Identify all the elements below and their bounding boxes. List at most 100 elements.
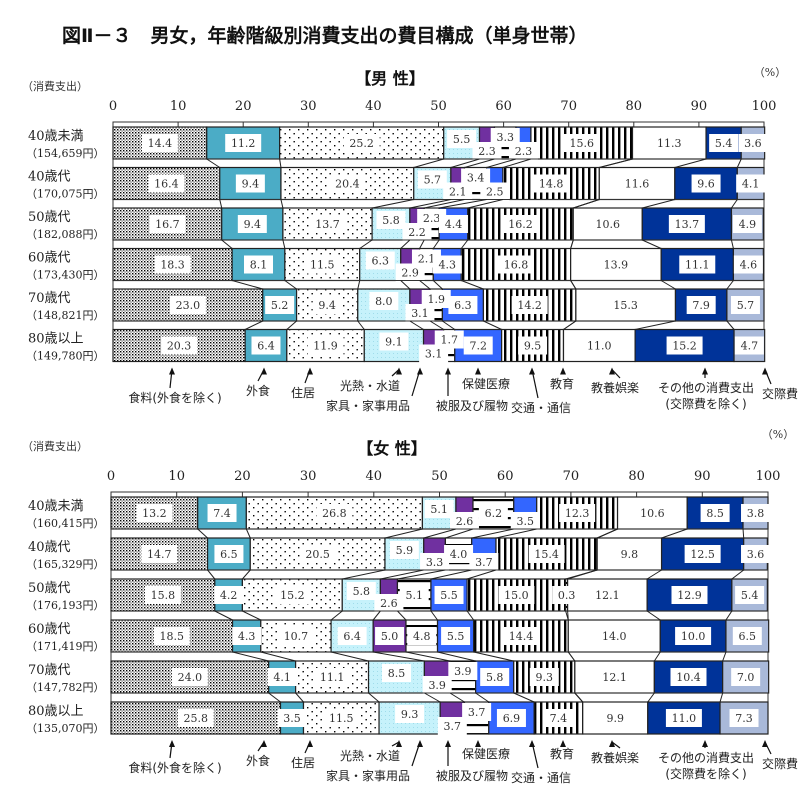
value-label: 3.9 <box>454 665 472 678</box>
value-label-bg <box>607 296 644 314</box>
value-label-bg <box>148 174 185 193</box>
value-label-bg <box>665 709 702 727</box>
value-label-bg <box>375 627 405 645</box>
value-label-bg <box>417 209 447 227</box>
value-label-bg <box>141 545 178 563</box>
value-label-bg <box>329 174 366 193</box>
value-label: 9.4 <box>244 218 262 231</box>
female-panel: 【女 性】 （%） （消費支出） 0 10 20 30 40 50 60 70 80 90 100 13.2… <box>22 428 798 785</box>
value-label: 5.7 <box>737 299 755 312</box>
connector-line <box>279 158 282 168</box>
row-total: （176,193円） <box>26 599 105 612</box>
value-label: 5.2 <box>271 299 289 312</box>
value-label-bg <box>666 336 703 355</box>
x-tick-label: 20 <box>235 99 252 114</box>
connector-line <box>413 158 444 168</box>
value-label: 7.2 <box>469 340 487 353</box>
connector-line <box>570 280 577 290</box>
value-label: 2.2 <box>408 226 426 239</box>
value-label: 13.7 <box>315 218 340 231</box>
value-label-bg <box>651 134 688 152</box>
connector-line <box>357 280 361 290</box>
arrow-head-icon <box>762 740 768 747</box>
arrow-head-icon <box>307 367 313 375</box>
connector-line <box>207 569 216 580</box>
value-label-bg <box>480 182 510 201</box>
value-label: 10.0 <box>681 630 706 643</box>
value-label-bg <box>619 174 656 193</box>
value-label-bg <box>518 336 548 355</box>
value-label-bg <box>267 668 297 686</box>
value-label-bg <box>502 627 539 645</box>
value-label: 2.3 <box>423 212 441 225</box>
value-label-bg <box>735 586 765 604</box>
value-label: 7.3 <box>735 712 753 725</box>
value-label: 4.4 <box>445 218 463 231</box>
arrow-line <box>391 741 400 747</box>
legend-label: 食料(外食を除く) <box>128 760 221 775</box>
value-label: 11.9 <box>313 340 338 353</box>
value-label-bg <box>732 215 762 233</box>
arrow-head-icon <box>529 367 535 375</box>
value-label: 5.7 <box>424 174 442 187</box>
connector-line <box>742 528 745 539</box>
connector-line <box>449 692 465 703</box>
value-label: 3.6 <box>747 548 765 561</box>
value-label-bg <box>136 504 173 522</box>
value-label: 9.9 <box>606 712 624 725</box>
connector-line <box>674 158 707 168</box>
bar-row: 14.4 11.2 25.2 5.5 2.33.32.3 15.6 11.3 5.4 3.6 <box>112 126 768 160</box>
value-label: 10.6 <box>596 218 621 231</box>
connector-line <box>460 239 469 249</box>
connector-line <box>244 320 263 330</box>
connector-line <box>450 158 480 168</box>
value-label-bg <box>402 223 432 241</box>
value-label-bg <box>589 586 626 604</box>
value-label: 16.7 <box>155 218 180 231</box>
value-label-bg <box>424 500 454 518</box>
connector-line <box>642 239 662 249</box>
connector-line <box>397 610 407 621</box>
value-label-bg <box>417 170 447 189</box>
value-label: 5.5 <box>453 133 471 146</box>
bar-row: 15.8 4.2 15.2 5.8 2.6 5.1 5.5 15.0 0.3 12.1 12.9 5.… <box>110 578 768 612</box>
bar-row: 16.7 9.4 13.7 5.8 2.22.3 4.4 16.2 10.6 13.7 4.9 <box>112 207 764 241</box>
value-label: 13.7 <box>675 218 700 231</box>
value-label: 7.9 <box>692 299 710 312</box>
value-label-bg <box>438 215 468 233</box>
connector-line <box>599 158 633 168</box>
value-label-bg <box>511 296 548 314</box>
value-label-bg <box>552 586 582 604</box>
value-label-bg <box>529 668 559 686</box>
value-label-bg <box>581 336 618 355</box>
connector-line <box>475 692 490 703</box>
value-label: 4.3 <box>238 630 256 643</box>
bar-row: 20.3 6.4 11.9 9.1 3.11.7 7.2 9.5 11.0 15.2 4.7 <box>112 328 766 363</box>
male-panel: 【男 性】 （%） （消費支出） 0 10 20 30 40 50 60 70 80 90 100 14.4… <box>22 66 798 415</box>
value-label: 13.9 <box>604 259 629 272</box>
connector-line <box>423 528 457 539</box>
value-label: 11.5 <box>310 259 335 272</box>
connector-line <box>736 158 742 168</box>
value-label: 2.1 <box>418 253 436 266</box>
value-label-bg <box>153 627 190 645</box>
value-label: 12.5 <box>690 548 715 561</box>
unit-label: （%） <box>762 428 794 441</box>
connector-line <box>486 158 517 168</box>
value-label: 11.1 <box>320 671 345 684</box>
connector-line <box>471 528 514 539</box>
arrow-head-icon <box>396 740 402 747</box>
value-label-bg <box>434 330 464 349</box>
value-label-bg <box>589 215 626 233</box>
figure-title: 図Ⅱ－３ 男女，年齢階級別消費支出の費目構成（単身世帯） <box>62 24 588 47</box>
row-label: 60歳代 <box>28 622 71 637</box>
value-label-bg <box>237 215 267 233</box>
value-label: 20.3 <box>167 340 192 353</box>
x-tick-label: 90 <box>694 469 711 484</box>
row-axis-label: （消費支出） <box>22 439 88 453</box>
arrow-head-icon <box>169 740 175 747</box>
value-label: 26.8 <box>322 507 347 520</box>
value-label-bg <box>144 586 181 604</box>
connector-line <box>660 280 676 290</box>
value-label: 11.2 <box>231 137 256 150</box>
